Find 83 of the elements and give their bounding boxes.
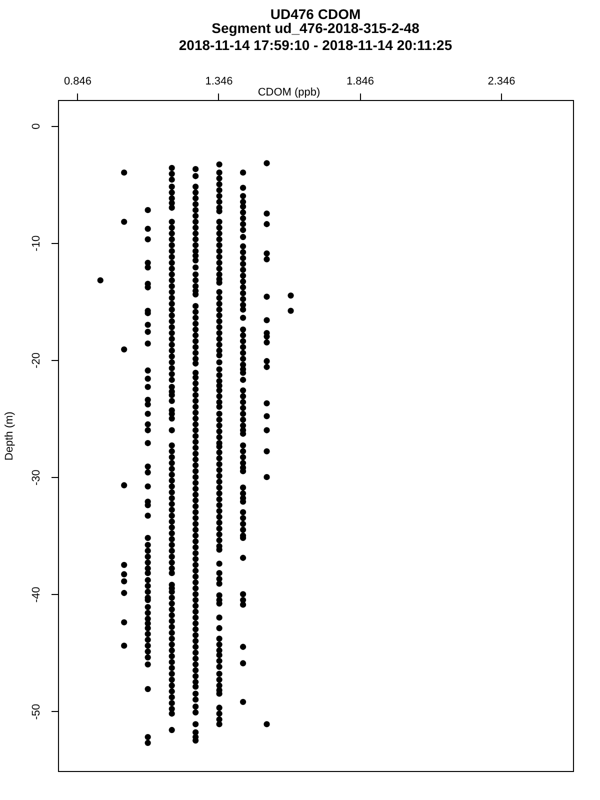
point — [144, 483, 151, 490]
point — [264, 256, 270, 262]
point — [144, 559, 151, 566]
point — [144, 734, 151, 740]
point — [121, 578, 128, 584]
point — [121, 619, 128, 626]
point — [144, 577, 151, 584]
point — [144, 630, 151, 638]
point — [121, 170, 128, 176]
point — [144, 427, 151, 434]
point — [144, 376, 151, 382]
point — [144, 512, 151, 519]
y-tick-label: 0 — [30, 123, 42, 130]
point — [144, 610, 151, 616]
point — [144, 542, 151, 548]
point — [144, 654, 151, 660]
point — [121, 482, 128, 488]
point — [121, 562, 128, 568]
point — [144, 207, 151, 214]
point — [144, 226, 151, 232]
point — [144, 440, 151, 446]
point — [144, 401, 151, 408]
point — [144, 648, 151, 655]
point — [144, 384, 151, 390]
point — [264, 448, 270, 454]
point — [144, 740, 151, 746]
point — [144, 322, 151, 328]
point — [144, 469, 151, 476]
point — [144, 588, 151, 595]
point — [264, 160, 270, 166]
point — [144, 367, 151, 374]
point — [144, 548, 151, 554]
point — [264, 400, 270, 406]
point — [144, 328, 151, 335]
y-tick-label: -20 — [30, 352, 42, 368]
point — [144, 642, 151, 649]
point — [264, 474, 270, 480]
chart-title: UD476 CDOM — [270, 6, 361, 22]
point — [264, 364, 270, 370]
point — [288, 292, 294, 299]
x-tick-label: 1.846 — [346, 76, 374, 88]
point — [144, 604, 151, 610]
point — [264, 721, 270, 728]
point — [144, 236, 151, 242]
point — [97, 277, 104, 284]
point — [288, 308, 294, 314]
point — [144, 625, 151, 632]
point — [264, 339, 270, 346]
point — [121, 346, 128, 353]
point — [144, 570, 151, 576]
point — [121, 590, 128, 596]
point — [121, 642, 128, 649]
point — [144, 340, 151, 347]
y-axis-title: Depth (m) — [4, 412, 16, 460]
y-tick-label: -50 — [30, 704, 42, 720]
y-tick-label: -30 — [30, 470, 42, 486]
point — [144, 636, 151, 643]
point — [264, 317, 270, 324]
y-tick-label: -10 — [30, 235, 42, 252]
point — [264, 250, 270, 256]
point — [144, 463, 151, 470]
point — [264, 358, 270, 364]
point — [144, 686, 151, 692]
x-axis-title: CDOM (ppb) — [258, 86, 320, 98]
point — [144, 410, 151, 417]
point — [144, 421, 151, 428]
chart-subtitle: Segment ud_476-2018-315-2-48 2018-11-14 17:59:10 - 2018-11-14 20:11:25 — [178, 20, 452, 53]
point — [121, 218, 128, 225]
x-tick-label: 2.346 — [488, 76, 516, 88]
point — [144, 534, 151, 542]
point — [144, 661, 151, 668]
point — [264, 427, 270, 434]
point — [264, 413, 270, 420]
point — [144, 264, 151, 271]
point — [264, 294, 270, 300]
point — [121, 571, 128, 578]
point — [144, 554, 151, 560]
y-tick-label: -40 — [30, 586, 42, 603]
point — [264, 210, 270, 217]
point — [264, 221, 270, 228]
x-tick-label: 1.346 — [205, 76, 233, 88]
x-tick-label: 0.846 — [64, 76, 92, 88]
point — [144, 582, 151, 590]
